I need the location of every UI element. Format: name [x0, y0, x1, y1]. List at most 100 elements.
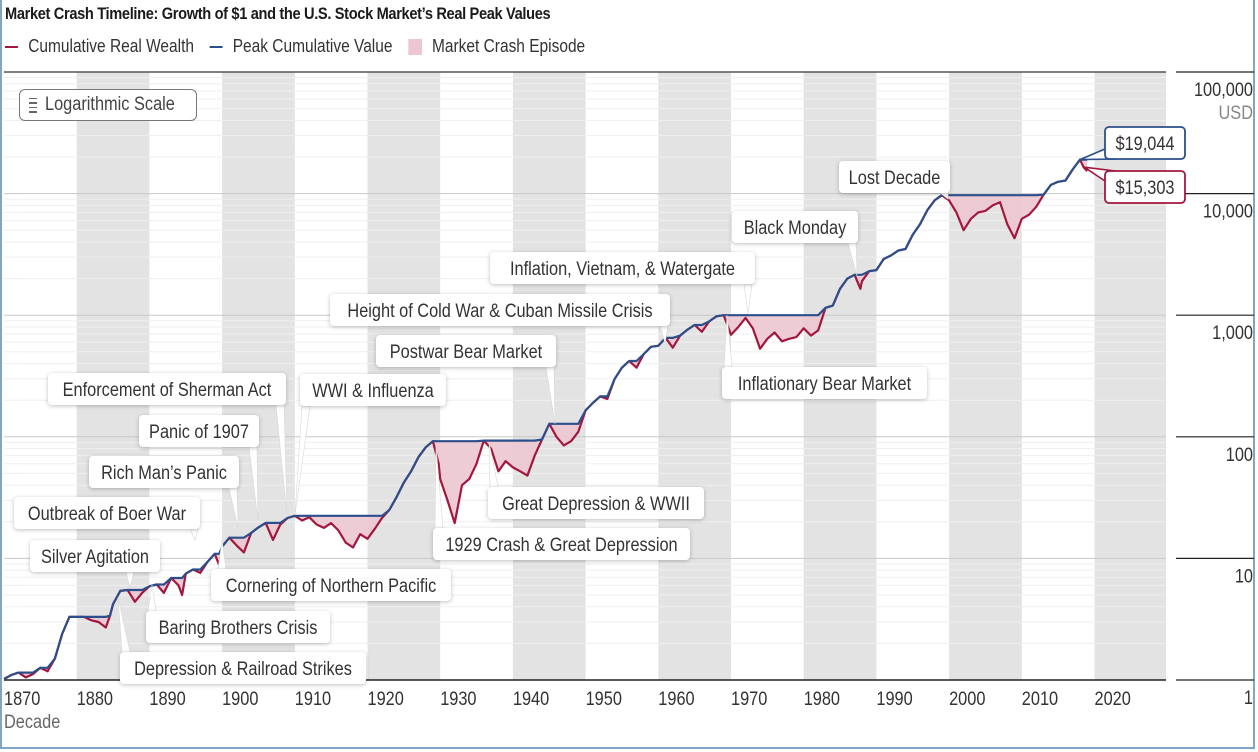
logarithmic-scale-button[interactable]: Logarithmic Scale — [19, 89, 197, 121]
annotation-label: Outbreak of Boer War — [28, 503, 186, 524]
peak-swatch-icon — [209, 45, 223, 48]
annotation-label: Rich Man’s Panic — [101, 462, 227, 483]
end-label-text: $19,044 — [1115, 133, 1174, 154]
annotation-callout: WWI & Influenza — [300, 374, 446, 406]
x-axis-title: Decade — [4, 712, 61, 733]
legend-item-crash[interactable]: Market Crash Episode — [407, 36, 586, 57]
annotation-callout: Enforcement of Sherman Act — [48, 373, 286, 405]
annotation-leaders — [117, 192, 949, 653]
annotation-label: Great Depression & WWII — [502, 493, 690, 514]
x-tick-label: 1940 — [513, 688, 549, 709]
annotation-box — [433, 528, 690, 560]
annotation-label: Black Monday — [744, 217, 847, 238]
x-tick-label: 2000 — [949, 688, 985, 709]
legend-item-wealth[interactable]: Cumulative Real Wealth — [5, 36, 194, 57]
annotation-callout: Postwar Bear Market — [376, 335, 556, 367]
annotation-label: Cornering of Northern Pacific — [226, 575, 437, 596]
annotation-box — [14, 497, 200, 529]
annotation-callout: Outbreak of Boer War — [14, 497, 200, 529]
gridlines — [4, 71, 1166, 681]
chart-title: Market Crash Timeline: Growth of $1 and … — [5, 4, 551, 23]
end-label-text: $15,303 — [1115, 177, 1174, 198]
x-tick-label: 1910 — [295, 688, 331, 709]
peak-end-label: $19,044 — [1079, 126, 1186, 161]
y-tick-label: 100 — [1226, 444, 1253, 465]
y-tick-label: 1,000 — [1212, 322, 1253, 343]
lines-icon — [29, 97, 37, 113]
y-tick-label: 1 — [1244, 687, 1253, 708]
annotation-box — [146, 611, 330, 643]
annotation-box — [732, 211, 858, 243]
logarithmic-scale-label: Logarithmic Scale — [44, 94, 175, 115]
x-tick-label: 1950 — [586, 688, 622, 709]
annotation-callout: Panic of 1907 — [139, 415, 259, 447]
decade-band — [1094, 72, 1166, 680]
annotation-box — [89, 456, 239, 488]
annotation-label: Inflationary Bear Market — [738, 373, 911, 394]
annotation-callout: Silver Agitation — [30, 540, 160, 572]
annotation-callout: Height of Cold War & Cuban Missile Crisi… — [330, 294, 670, 326]
annotation-leader — [743, 283, 753, 315]
wealth-end-label: $15,303 — [1083, 166, 1186, 204]
peak-cumulative-value-line — [3, 158, 1088, 680]
x-tick-label: 1990 — [876, 688, 912, 709]
annotation-label: 1929 Crash & Great Depression — [445, 534, 677, 555]
annotation-callout: Black Monday — [732, 211, 858, 243]
annotation-box — [139, 415, 259, 447]
annotation-leader — [294, 405, 311, 516]
annotation-label: Silver Agitation — [41, 546, 149, 567]
annotation-label: WWI & Influenza — [312, 380, 434, 401]
annotation-label: Height of Cold War & Cuban Missile Crisi… — [347, 300, 652, 321]
annotation-box — [48, 373, 286, 405]
y-tick-label: 100,000 — [1194, 79, 1253, 100]
annotation-callout: Inflation, Vietnam, & Watergate — [490, 252, 755, 284]
annotation-box — [376, 335, 556, 367]
annotation-label: Depression & Railroad Strikes — [134, 658, 352, 679]
annotation-box — [488, 487, 704, 519]
annotation-leader — [189, 528, 199, 541]
annotation-label: Lost Decade — [849, 167, 941, 188]
annotation-callout: Depression & Railroad Strikes — [120, 652, 366, 684]
x-tick-label: 1960 — [658, 688, 694, 709]
annotation-box — [30, 540, 160, 572]
x-tick-label: 2010 — [1022, 688, 1058, 709]
legend-label: Market Crash Episode — [432, 36, 586, 56]
annotation-callout: Baring Brothers Crisis — [146, 611, 330, 643]
x-tick-label: 1890 — [149, 688, 185, 709]
decade-band — [658, 72, 731, 680]
crash-swatch-icon — [407, 38, 422, 55]
annotation-label: Inflation, Vietnam, & Watergate — [510, 258, 735, 279]
wealth-swatch-icon — [5, 45, 18, 48]
annotation-label: Postwar Bear Market — [390, 341, 542, 362]
x-tick-label: 1870 — [4, 688, 40, 709]
legend-label: Peak Cumulative Value — [232, 36, 393, 56]
y-tick-label: 10,000 — [1203, 200, 1253, 221]
annotation-label: Panic of 1907 — [149, 421, 249, 442]
decade-band — [949, 72, 1022, 680]
x-tick-label: 1970 — [731, 688, 767, 709]
annotation-box — [211, 569, 451, 601]
annotation-callout: Inflationary Bear Market — [722, 367, 927, 399]
legend-label: Cumulative Real Wealth — [28, 36, 194, 56]
annotation-label: Baring Brothers Crisis — [159, 617, 318, 638]
annotation-box — [722, 367, 927, 399]
x-tick-label: 1920 — [368, 688, 404, 709]
annotations: Silver Agitation Depression & Railroad St… — [14, 161, 950, 684]
series-lines — [3, 158, 1089, 680]
legend-item-peak[interactable]: Peak Cumulative Value — [209, 36, 392, 57]
annotation-callout: Cornering of Northern Pacific — [211, 569, 451, 601]
annotation-label: Enforcement of Sherman Act — [63, 379, 272, 400]
end-label-box — [1104, 126, 1186, 160]
end-labels: $19,044 $15,303 — [1079, 126, 1186, 204]
annotation-callout: Great Depression & WWII — [488, 487, 704, 519]
x-tick-label: 1880 — [77, 688, 113, 709]
annotation-box — [330, 294, 670, 326]
x-tick-label: 1900 — [222, 688, 258, 709]
x-tick-label: 1930 — [440, 688, 476, 709]
legend: Cumulative Real Wealth Peak Cumulative V… — [5, 36, 601, 57]
x-tick-label: 2020 — [1095, 688, 1131, 709]
annotation-callout: Lost Decade — [839, 161, 950, 193]
